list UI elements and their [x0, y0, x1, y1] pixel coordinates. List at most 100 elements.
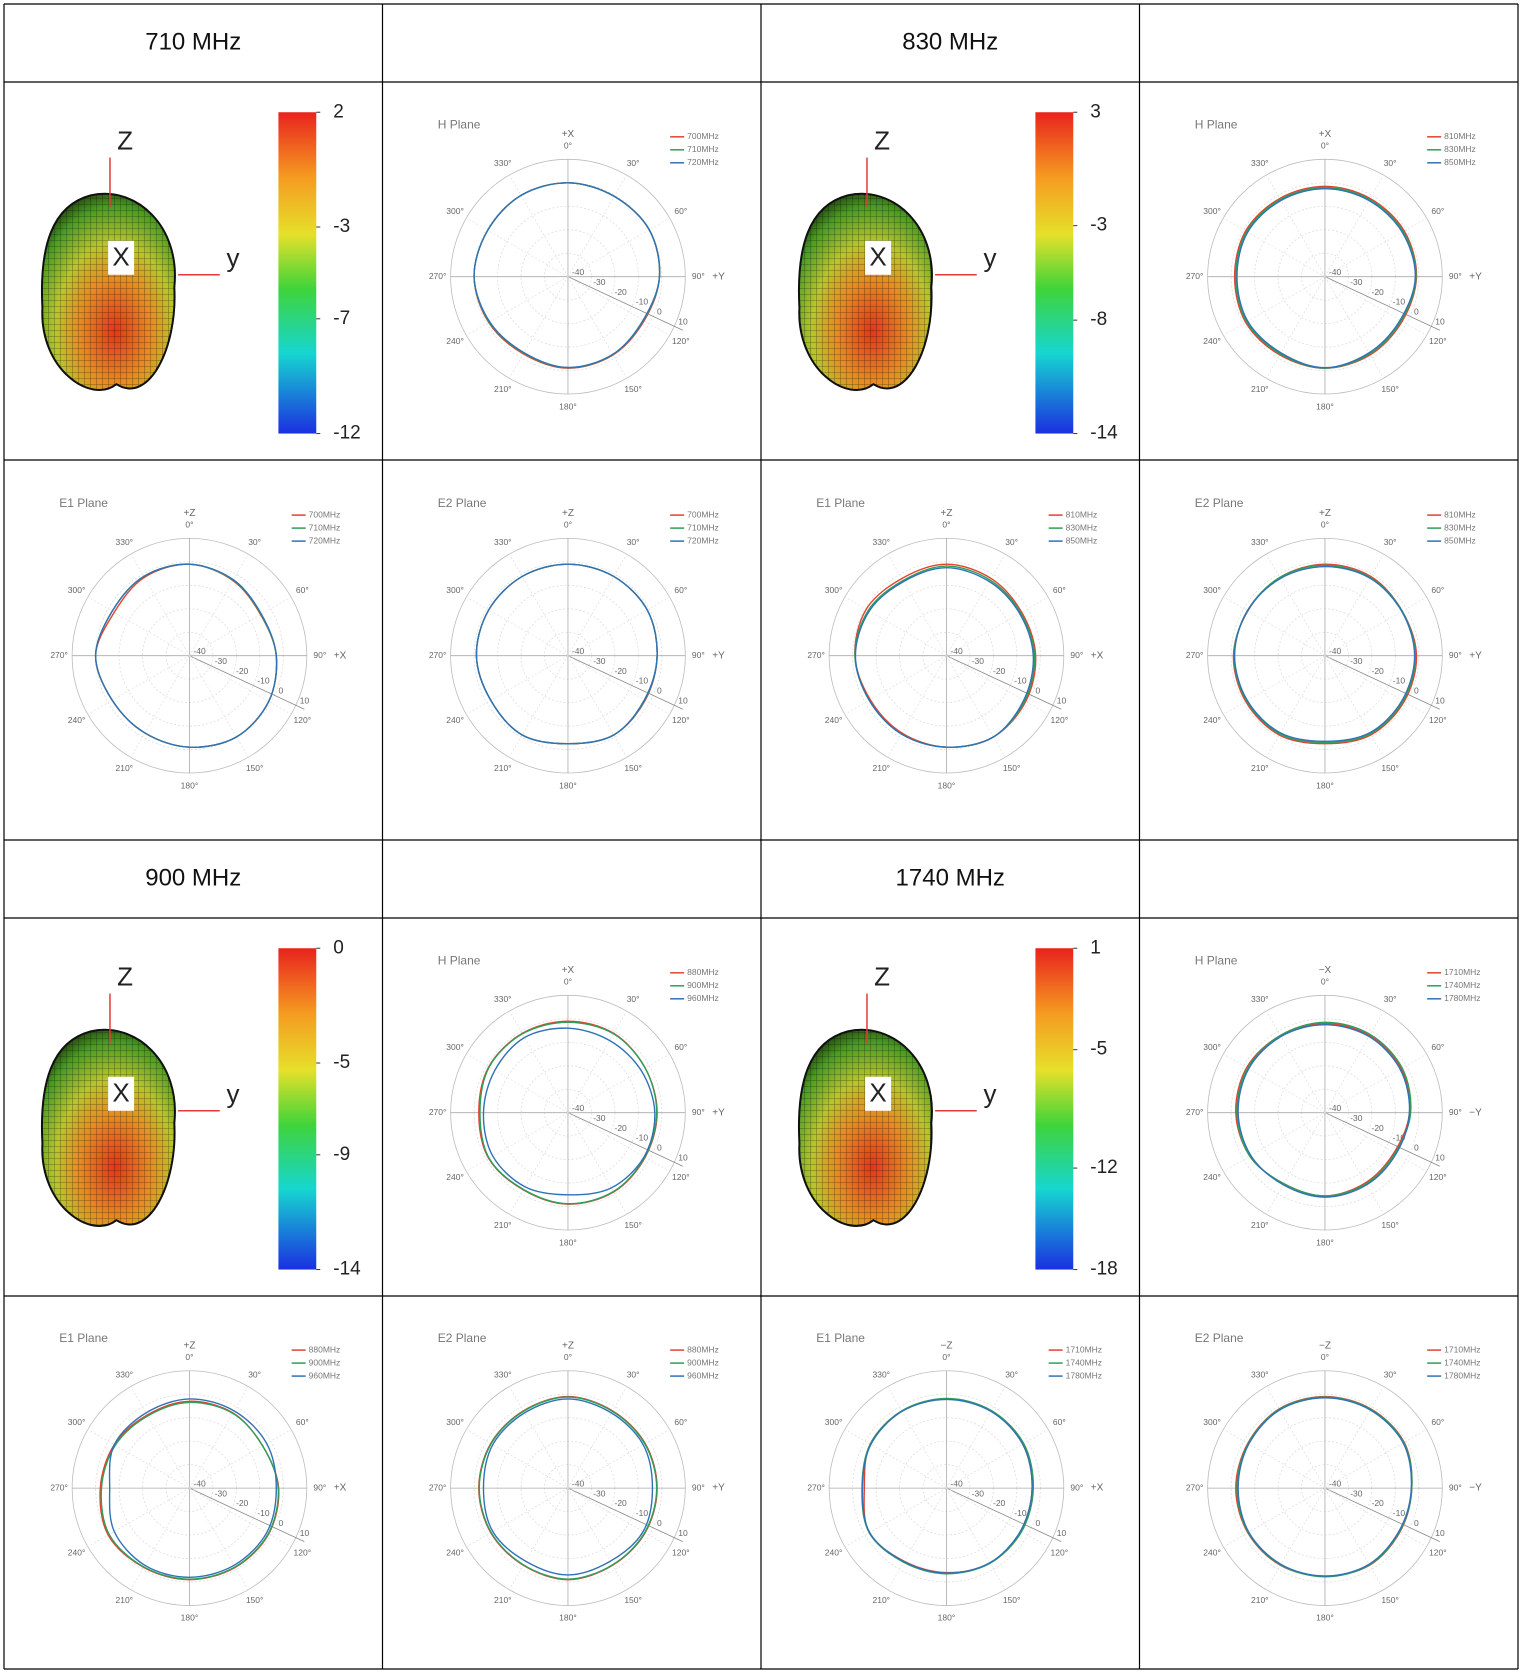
angle-label: 0°	[1321, 520, 1329, 530]
spoke	[130, 1386, 190, 1489]
angle-label: 210°	[873, 763, 891, 773]
plot-title: E1 Plane	[59, 496, 108, 510]
spoke	[87, 655, 190, 715]
ring-label: -10	[636, 676, 649, 686]
angle-label: 30°	[1384, 158, 1397, 168]
angle-label: 60°	[674, 585, 687, 595]
spoke	[466, 217, 569, 278]
pattern-curve	[1233, 565, 1416, 743]
pattern-curve	[861, 1397, 1034, 1575]
block-title: 900 MHz	[145, 864, 241, 891]
angle-label: 180°	[938, 1613, 956, 1623]
spoke	[1265, 1010, 1326, 1113]
angle-label: 0°	[1321, 977, 1329, 987]
legend-label: 900MHz	[687, 1357, 719, 1367]
ring-label: 0	[657, 686, 662, 696]
ring-label: -20	[615, 666, 628, 676]
angle-label: 120°	[1429, 1172, 1447, 1182]
axis-name-right: +X	[1091, 1483, 1104, 1494]
angle-label: 0°	[1321, 1352, 1329, 1362]
angle-label: 210°	[494, 1595, 512, 1605]
axis-name-top: +X	[1319, 129, 1332, 140]
spoke	[567, 1487, 627, 1590]
angle-label: 150°	[246, 763, 264, 773]
colorbar-label: -12	[1090, 1157, 1117, 1178]
angle-label: 300°	[1203, 585, 1221, 595]
angle-label: 120°	[1429, 336, 1447, 346]
ring-label: 0	[1036, 686, 1041, 696]
spoke	[1324, 1053, 1427, 1114]
axis-name-right: +Y	[712, 650, 725, 661]
z-label: Z	[874, 125, 890, 155]
ring-label: -30	[1350, 656, 1363, 666]
plot-title: E1 Plane	[59, 1331, 108, 1345]
ring-label: -10	[636, 1508, 649, 1518]
legend-label: 700MHz	[309, 509, 341, 519]
angle-label: 150°	[1381, 1595, 1399, 1605]
angle-label: 210°	[1251, 1220, 1269, 1230]
ring-label: 10	[1435, 1153, 1445, 1163]
spoke	[130, 655, 190, 758]
legend-label: 1710MHz	[1444, 967, 1480, 977]
angle-label: 30°	[248, 1369, 261, 1379]
angle-label: 150°	[1381, 384, 1399, 394]
spoke	[87, 1487, 190, 1548]
pattern-curve	[473, 182, 661, 369]
spoke	[946, 1429, 1049, 1489]
ring-axis	[1324, 655, 1440, 710]
angle-label: 270°	[807, 1482, 825, 1492]
block-title: 830 MHz	[902, 28, 998, 55]
angle-label: 300°	[1203, 1042, 1221, 1052]
ring-label: 10	[1057, 696, 1067, 706]
colorbar-label: -12	[333, 423, 360, 444]
angle-label: 330°	[873, 1369, 891, 1379]
axis-name-top: +X	[562, 129, 575, 140]
spoke	[1223, 596, 1326, 657]
angle-label: 0°	[564, 520, 572, 530]
angle-label: 330°	[873, 537, 891, 547]
spoke	[1265, 1487, 1326, 1590]
ring-label: -20	[993, 666, 1006, 676]
legend-label: 1780MHz	[1444, 993, 1480, 1003]
angle-label: 330°	[1251, 537, 1269, 547]
ring-label: -30	[593, 1488, 606, 1498]
spoke	[946, 655, 1049, 715]
angle-label: 60°	[674, 1042, 687, 1052]
x-label: X	[112, 242, 129, 272]
angle-label: 120°	[672, 1172, 690, 1182]
ring-label: 0	[1036, 1518, 1041, 1528]
pattern-curve	[479, 1021, 658, 1205]
ring-label: -40	[1329, 646, 1342, 656]
plot-title: E2 Plane	[438, 1331, 487, 1345]
spoke	[508, 1487, 569, 1590]
ring-axis	[567, 1487, 683, 1543]
ring-label: 0	[279, 686, 284, 696]
angle-label: 210°	[1251, 763, 1269, 773]
ring-axis	[189, 655, 305, 710]
angle-label: 240°	[825, 715, 843, 725]
ring-axis	[1324, 1112, 1440, 1167]
angle-label: 300°	[825, 585, 843, 595]
angle-label: 330°	[116, 537, 134, 547]
angle-label: 60°	[1431, 1417, 1444, 1427]
spoke	[1324, 1487, 1427, 1548]
spoke	[567, 1386, 627, 1489]
ring-label: -30	[593, 656, 606, 666]
angle-label: 90°	[1070, 1482, 1083, 1492]
x-box	[865, 240, 892, 275]
ring-label: 0	[1414, 1143, 1419, 1153]
ring-label: 10	[300, 1528, 310, 1538]
angle-label: 90°	[692, 1107, 705, 1117]
ring-label: -30	[215, 656, 228, 666]
legend-label: 1780MHz	[1066, 1370, 1102, 1380]
angle-label: 90°	[1449, 1107, 1462, 1117]
angle-label: 60°	[1431, 1042, 1444, 1052]
angle-label: 240°	[446, 1172, 464, 1182]
ring-label: 10	[678, 317, 688, 327]
ring-label: -40	[193, 1478, 206, 1488]
angle-label: 240°	[446, 715, 464, 725]
angle-label: 90°	[313, 650, 326, 660]
colorbar-label: 3	[1090, 101, 1101, 122]
ring-label: -20	[236, 666, 249, 676]
angle-label: 150°	[1003, 763, 1021, 773]
